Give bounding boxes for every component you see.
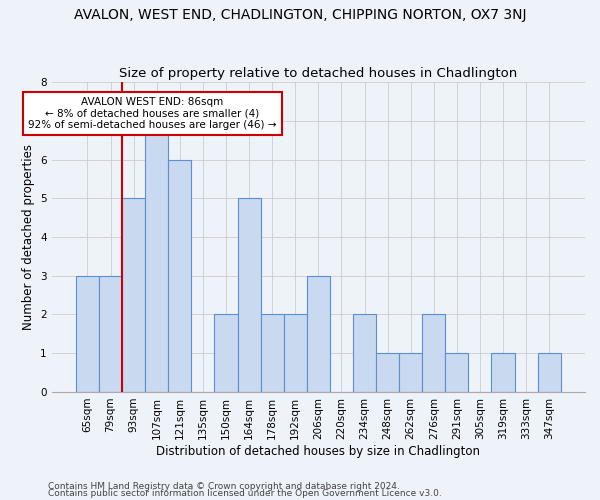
Bar <box>284 314 307 392</box>
Text: Contains public sector information licensed under the Open Government Licence v3: Contains public sector information licen… <box>48 490 442 498</box>
Text: AVALON WEST END: 86sqm
← 8% of detached houses are smaller (4)
92% of semi-detac: AVALON WEST END: 86sqm ← 8% of detached … <box>28 97 277 130</box>
Text: AVALON, WEST END, CHADLINGTON, CHIPPING NORTON, OX7 3NJ: AVALON, WEST END, CHADLINGTON, CHIPPING … <box>74 8 526 22</box>
Bar <box>353 314 376 392</box>
Bar <box>422 314 445 392</box>
Bar <box>376 353 399 392</box>
Y-axis label: Number of detached properties: Number of detached properties <box>22 144 35 330</box>
Bar <box>445 353 469 392</box>
Text: Contains HM Land Registry data © Crown copyright and database right 2024.: Contains HM Land Registry data © Crown c… <box>48 482 400 491</box>
Bar <box>307 276 330 392</box>
Bar <box>260 314 284 392</box>
Bar <box>76 276 99 392</box>
Bar <box>122 198 145 392</box>
Title: Size of property relative to detached houses in Chadlington: Size of property relative to detached ho… <box>119 66 517 80</box>
Bar <box>238 198 260 392</box>
Bar <box>399 353 422 392</box>
Bar <box>168 160 191 392</box>
Bar <box>99 276 122 392</box>
Bar <box>145 121 168 392</box>
X-axis label: Distribution of detached houses by size in Chadlington: Distribution of detached houses by size … <box>157 444 481 458</box>
Bar <box>214 314 238 392</box>
Bar <box>538 353 561 392</box>
Bar <box>491 353 515 392</box>
